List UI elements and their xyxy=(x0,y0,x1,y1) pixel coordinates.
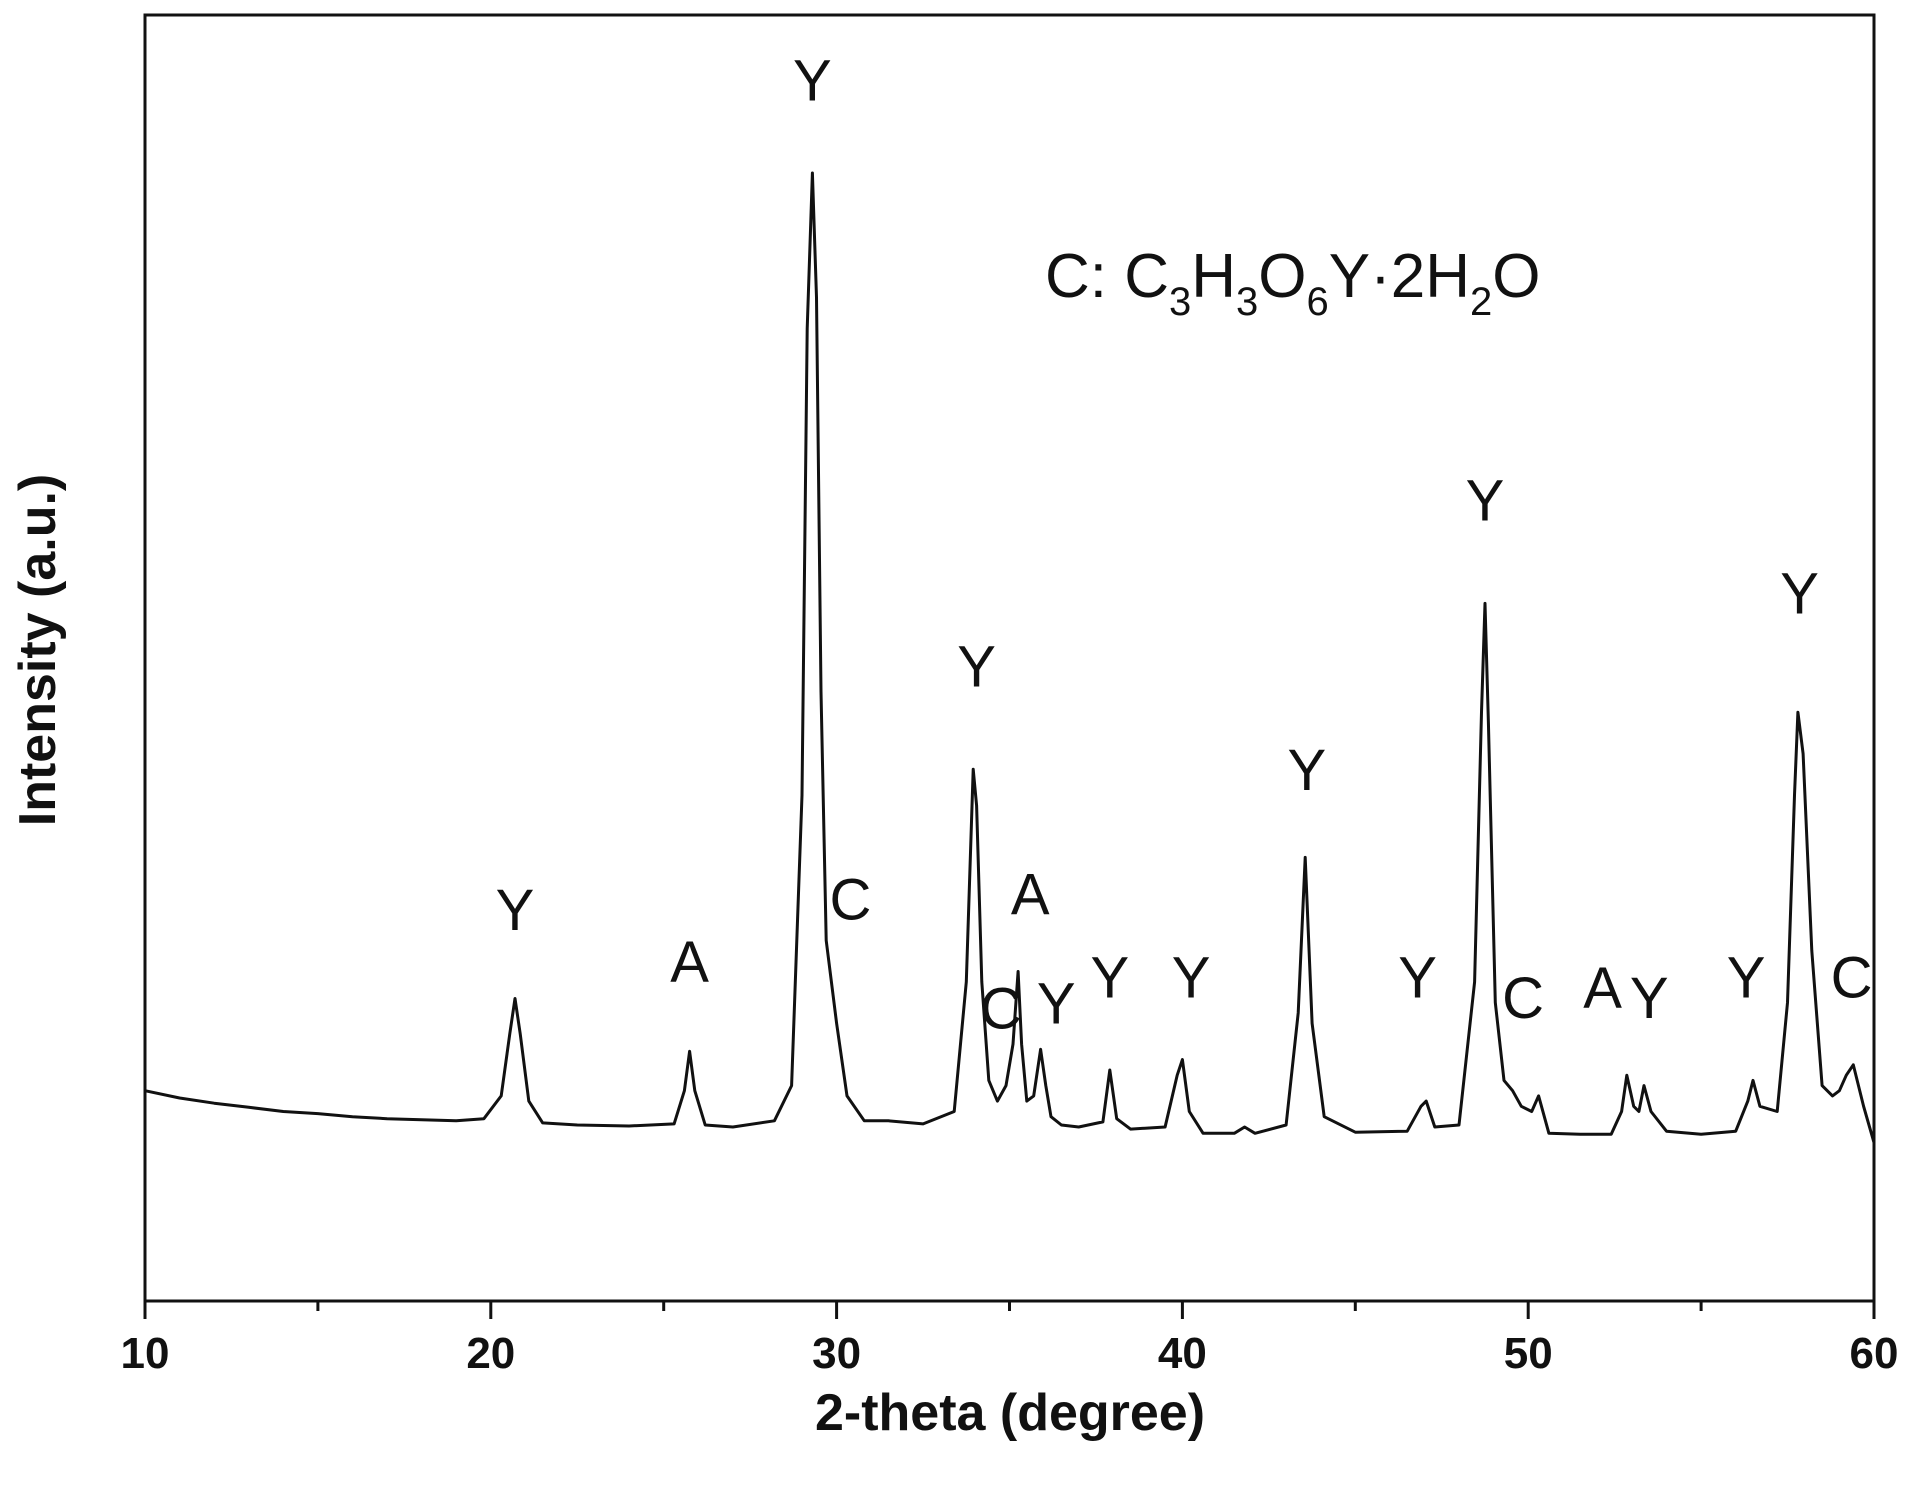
legend-subscript: 3 xyxy=(1169,280,1191,324)
peak-label: Y xyxy=(496,878,535,943)
y-axis-title: Intensity (a.u.) xyxy=(9,474,67,826)
plot-frame xyxy=(143,13,1876,1303)
x-axis-title: 2-theta (degree) xyxy=(815,1384,1205,1442)
peak-label: Y xyxy=(1780,562,1819,627)
peak-label: Y xyxy=(1727,945,1766,1010)
x-tick-label: 40 xyxy=(1158,1329,1207,1378)
legend-note: C: C3H3O6Y·2H2O xyxy=(1045,242,1541,324)
peak-label: Y xyxy=(957,634,996,699)
x-tick-label: 30 xyxy=(812,1329,861,1378)
x-axis-tick-labels: 10 20 30 40 50 60 xyxy=(121,1329,1899,1378)
legend-subscript: 3 xyxy=(1236,280,1258,324)
peak-label: Y xyxy=(793,48,832,113)
peak-label: Y xyxy=(1288,738,1327,803)
x-tick-label: 60 xyxy=(1850,1329,1899,1378)
peak-label: Y xyxy=(1090,945,1129,1010)
peak-label: Y xyxy=(1398,945,1437,1010)
legend-text-part: O xyxy=(1258,242,1306,311)
legend-subscript: 6 xyxy=(1307,280,1329,324)
legend-text-part: Y·2H xyxy=(1329,242,1470,311)
peak-label: C xyxy=(1831,945,1873,1010)
peak-label: A xyxy=(1583,956,1622,1021)
peak-label: Y xyxy=(1172,945,1211,1010)
peak-label: A xyxy=(670,930,709,995)
x-tick-label: 20 xyxy=(466,1329,515,1378)
legend-text-part: C: C xyxy=(1045,242,1169,311)
peak-label: A xyxy=(1011,862,1050,927)
peak-label: C xyxy=(980,977,1022,1042)
x-tick-label: 10 xyxy=(121,1329,170,1378)
peak-label: Y xyxy=(1630,966,1669,1031)
legend-subscript: 2 xyxy=(1470,280,1492,324)
x-axis-ticks xyxy=(143,1301,1876,1319)
peak-label: Y xyxy=(1037,971,1076,1036)
legend-text-part: O xyxy=(1492,242,1540,311)
peak-label: C xyxy=(1502,966,1544,1031)
peak-label: Y xyxy=(1466,468,1505,533)
xrd-pattern-line xyxy=(144,171,1876,1144)
legend-text-part: H xyxy=(1191,242,1236,311)
x-tick-label: 50 xyxy=(1504,1329,1553,1378)
peak-label: C xyxy=(829,868,871,933)
